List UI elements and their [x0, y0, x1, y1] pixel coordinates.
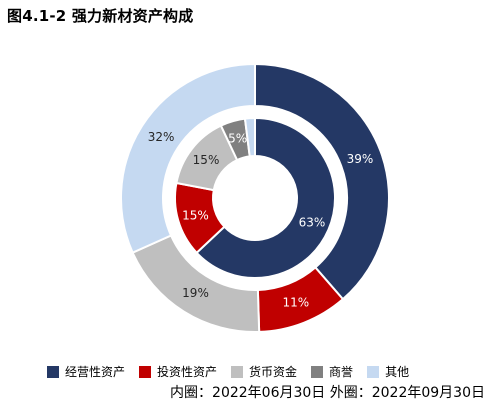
- footnote: 内圈：2022年06月30日 外圈：2022年09月30日: [170, 385, 485, 401]
- donut-chart: 39% 11% 19% 32% 63% 15% 15% 5%: [120, 62, 390, 333]
- inner-slice-operating-assets: [195, 116, 336, 279]
- inner-label-operating-assets: 63%: [299, 216, 326, 230]
- legend-swatch: [139, 365, 152, 378]
- legend: 经营性资产 投资性资产 货币资金 商誉 其他: [47, 363, 423, 380]
- inner-label-cash: 15%: [193, 153, 220, 167]
- legend-swatch: [231, 365, 244, 378]
- legend-label: 经营性资产: [65, 365, 126, 379]
- legend-item-other: 其他: [367, 363, 409, 380]
- legend-label: 投资性资产: [157, 365, 218, 379]
- legend-item-investment-assets: 投资性资产: [139, 363, 217, 380]
- legend-item-goodwill: 商誉: [311, 363, 353, 380]
- outer-slice-operating-assets: [254, 62, 390, 301]
- legend-item-cash: 货币资金: [231, 363, 297, 380]
- outer-ring: [120, 62, 390, 333]
- legend-swatch: [311, 365, 324, 378]
- inner-label-goodwill: 5%: [228, 131, 247, 145]
- legend-item-operating-assets: 经营性资产: [47, 363, 125, 380]
- chart-title: 图4.1-2 强力新材资产构成: [7, 7, 194, 25]
- outer-label-cash: 19%: [182, 286, 209, 300]
- slice-labels: 39% 11% 19% 32% 63% 15% 15% 5%: [148, 130, 374, 309]
- outer-label-investment-assets: 11%: [283, 295, 310, 309]
- legend-swatch: [367, 365, 380, 378]
- inner-slice-other: [243, 116, 256, 158]
- inner-ring: [174, 116, 336, 279]
- inner-label-investment-assets: 15%: [182, 208, 209, 222]
- outer-label-operating-assets: 39%: [347, 152, 374, 166]
- outer-slice-other: [120, 62, 256, 254]
- legend-swatch: [47, 365, 59, 378]
- legend-label: 商誉: [329, 365, 354, 379]
- outer-label-other: 32%: [148, 130, 175, 144]
- legend-label: 其他: [385, 365, 410, 379]
- legend-label: 货币资金: [249, 365, 298, 379]
